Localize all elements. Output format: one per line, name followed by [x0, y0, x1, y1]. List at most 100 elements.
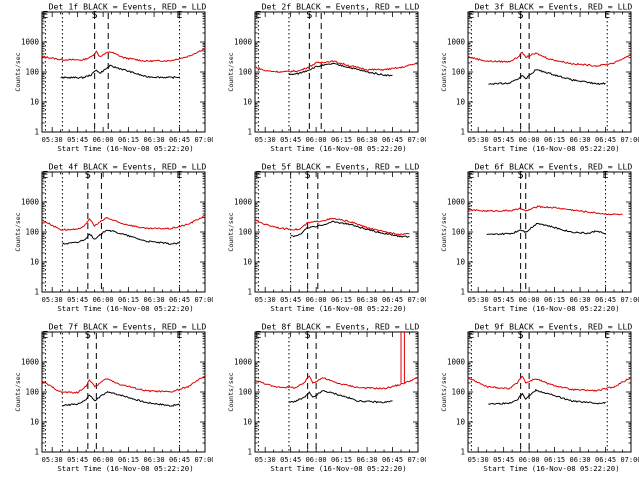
time-marker-label: E: [42, 170, 48, 181]
x-tick-label: 06:15: [544, 456, 565, 464]
x-tick-label: 06:45: [382, 136, 403, 144]
chart-title: Det 1f BLACK = Events, RED = LLD: [49, 2, 207, 12]
lld-series-line: [467, 205, 623, 216]
x-tick-label: 07:00: [620, 136, 639, 144]
detector-panel: 1 10 100 1000 05:30 05:45 06:00 06:15 06:30 06:45…: [426, 160, 639, 320]
time-marker-label: S: [306, 10, 312, 21]
time-marker-label: S: [92, 10, 98, 21]
x-tick-label: 05:45: [67, 456, 88, 464]
x-tick-label: 06:30: [144, 456, 165, 464]
x-tick-label: 07:00: [620, 296, 639, 304]
x-tick-label: 06:00: [93, 456, 114, 464]
y-axis-label: Counts/sec: [440, 212, 448, 251]
x-tick-label: 05:45: [493, 456, 514, 464]
plot-frame: [41, 171, 206, 293]
lld-series-line: [254, 59, 419, 73]
x-tick-label: 06:30: [357, 136, 378, 144]
events-series-line: [488, 69, 606, 86]
detector-panel: 1 10 100 1000 05:30 05:45 06:00 06:15 06:30 06:45…: [213, 0, 426, 160]
time-marker-label: E: [468, 170, 474, 181]
x-tick-label: 06:45: [169, 456, 190, 464]
time-marker-label: E: [603, 170, 609, 181]
x-axis-label: Start Time (16-Nov-08 05:22:20): [57, 304, 193, 313]
events-series-line: [62, 229, 180, 245]
chart-title: Det 8f BLACK = Events, RED = LLD: [262, 322, 420, 332]
chart-title: Det 6f BLACK = Events, RED = LLD: [475, 162, 633, 172]
x-tick-label: 05:30: [255, 456, 276, 464]
x-tick-label: 07:00: [407, 456, 426, 464]
time-marker-label: S: [305, 170, 311, 181]
y-tick-label: 1: [247, 288, 252, 297]
y-tick-label: 1000: [234, 198, 253, 207]
y-tick-label: 10: [30, 98, 40, 107]
plot-frame: [254, 171, 419, 293]
y-axis-label: Counts/sec: [440, 52, 448, 91]
lld-series-line: [254, 375, 419, 390]
plot-frame: [467, 11, 632, 133]
events-series-line: [486, 222, 606, 236]
y-tick-label: 10: [456, 258, 466, 267]
x-tick-label: 07:00: [407, 136, 426, 144]
y-tick-label: 1000: [447, 198, 466, 207]
x-tick-label: 05:45: [493, 136, 514, 144]
y-tick-label: 1: [460, 128, 465, 137]
chart-svg: 1 10 100 1000 05:30 05:45 06:00 06:15 06:30 06:45…: [440, 2, 639, 154]
x-tick-label: 06:30: [357, 296, 378, 304]
time-marker-label: E: [177, 10, 183, 21]
time-marker-label: S: [305, 330, 311, 341]
x-axis-label: Start Time (16-Nov-08 05:22:20): [270, 304, 406, 313]
x-tick-label: 05:30: [468, 456, 489, 464]
events-series-line: [290, 220, 410, 239]
x-tick-label: 06:00: [306, 456, 327, 464]
x-tick-label: 06:00: [519, 456, 540, 464]
x-tick-label: 07:00: [194, 296, 213, 304]
x-tick-label: 05:30: [42, 296, 63, 304]
x-tick-label: 06:15: [118, 456, 139, 464]
time-marker-label: S: [518, 170, 524, 181]
y-tick-label: 100: [25, 228, 39, 237]
y-tick-label: 1000: [21, 358, 40, 367]
events-series-line: [62, 391, 180, 407]
events-series-line: [60, 64, 180, 80]
chart-title: Det 5f BLACK = Events, RED = LLD: [262, 162, 420, 172]
y-axis-label: Counts/sec: [14, 372, 22, 411]
x-tick-label: 06:45: [382, 296, 403, 304]
x-tick-label: 06:00: [93, 136, 114, 144]
y-tick-label: 1: [34, 288, 39, 297]
x-tick-label: 05:45: [280, 456, 301, 464]
x-tick-label: 05:30: [42, 456, 63, 464]
y-tick-label: 10: [456, 98, 466, 107]
plot-frame: [254, 331, 419, 453]
y-tick-label: 10: [243, 418, 253, 427]
x-axis-label: Start Time (16-Nov-08 05:22:20): [483, 464, 619, 473]
chart-svg: 1 10 100 1000 05:30 05:45 06:00 06:15 06:30 06:45…: [227, 322, 426, 474]
y-tick-label: 10: [243, 98, 253, 107]
x-tick-label: 06:00: [519, 296, 540, 304]
x-tick-label: 06:00: [93, 296, 114, 304]
x-tick-label: 06:15: [118, 136, 139, 144]
events-series-line: [288, 62, 393, 77]
plot-frame: [41, 11, 206, 133]
chart-title: Det 2f BLACK = Events, RED = LLD: [262, 2, 420, 12]
y-axis-label: Counts/sec: [227, 52, 235, 91]
x-tick-label: 05:30: [468, 296, 489, 304]
detector-panel: 1 10 100 1000 05:30 05:45 06:00 06:15 06:30 06:45…: [213, 160, 426, 320]
x-tick-label: 05:30: [255, 136, 276, 144]
x-tick-label: 06:00: [306, 136, 327, 144]
chart-svg: 1 10 100 1000 05:30 05:45 06:00 06:15 06:30 06:45…: [440, 322, 639, 474]
x-tick-label: 05:30: [42, 136, 63, 144]
x-tick-label: 06:15: [118, 296, 139, 304]
x-axis-label: Start Time (16-Nov-08 05:22:20): [483, 144, 619, 153]
time-marker-label: S: [85, 170, 91, 181]
y-tick-label: 10: [456, 418, 466, 427]
y-tick-label: 100: [451, 68, 465, 77]
x-tick-label: 06:45: [595, 296, 616, 304]
detector-panel: 1 10 100 1000 05:30 05:45 06:00 06:15 06:30 06:45…: [0, 0, 213, 160]
lld-series-line: [467, 51, 632, 68]
y-tick-label: 1: [460, 288, 465, 297]
time-marker-label: E: [42, 10, 48, 21]
y-axis-label: Counts/sec: [227, 372, 235, 411]
x-tick-label: 05:45: [493, 296, 514, 304]
x-tick-label: 07:00: [407, 296, 426, 304]
